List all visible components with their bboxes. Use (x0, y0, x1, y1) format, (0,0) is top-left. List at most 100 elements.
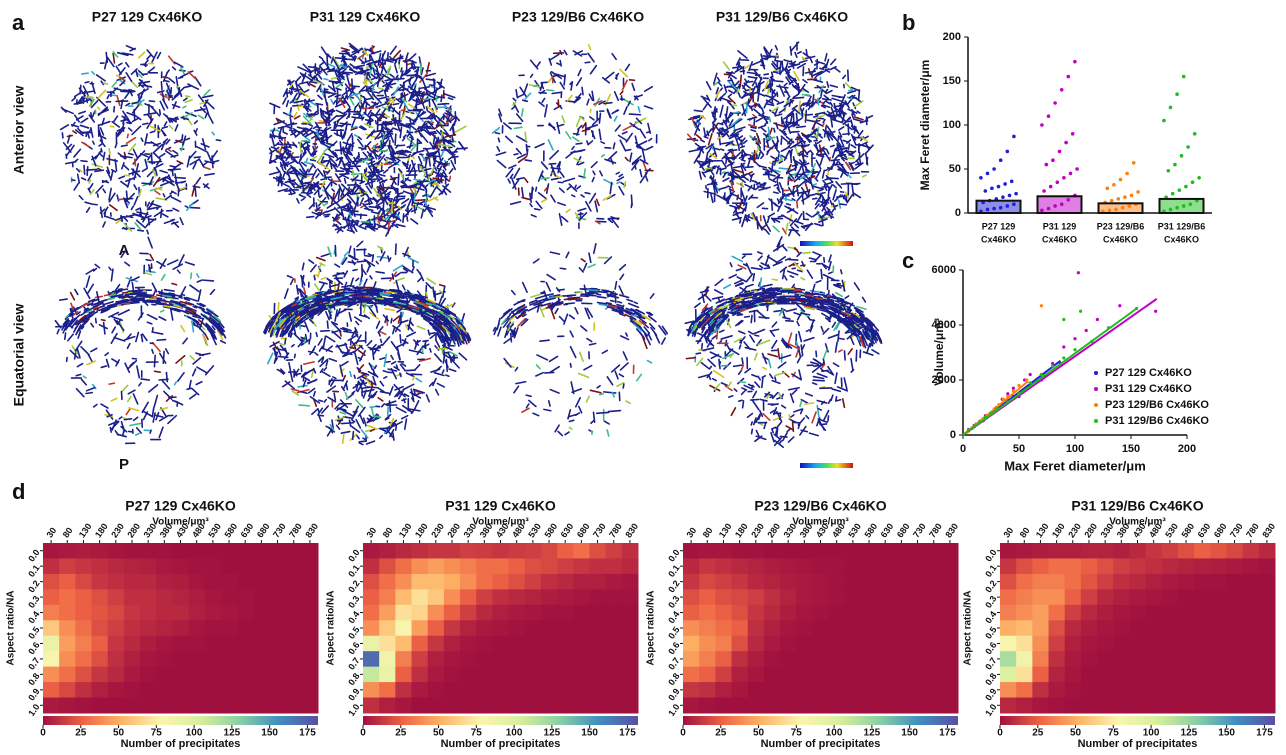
render-stroke (813, 198, 817, 199)
render-stroke (832, 209, 834, 212)
render-stroke (306, 172, 307, 177)
render-stroke (169, 56, 175, 64)
render-stroke (155, 303, 164, 304)
render-stroke (604, 392, 616, 393)
render-stroke (61, 125, 69, 130)
render-stroke (384, 355, 386, 367)
render-stroke (547, 90, 554, 91)
render-stroke (309, 260, 314, 263)
render-stroke (303, 122, 308, 123)
render-stroke (645, 87, 653, 92)
render-stroke (154, 164, 163, 168)
render-stroke (537, 365, 540, 369)
render-stroke (306, 335, 307, 340)
render-stroke (352, 420, 355, 422)
render-stroke (195, 187, 196, 196)
render-stroke (291, 279, 294, 284)
render-stroke (87, 98, 88, 102)
render-stroke (577, 186, 580, 189)
render-stroke (139, 383, 141, 386)
render-stroke (88, 133, 90, 138)
render-stroke (169, 78, 175, 83)
render-stroke (444, 352, 450, 353)
render-stroke (131, 206, 133, 209)
render-stroke (588, 264, 595, 267)
render-stroke (607, 430, 609, 436)
render-stroke (645, 106, 653, 109)
render-stroke (327, 143, 334, 145)
render-stroke (441, 95, 442, 101)
render-stroke (374, 146, 375, 149)
render-stroke (205, 113, 207, 117)
render-stroke (347, 199, 350, 202)
render-stroke (112, 291, 118, 292)
render-stroke (402, 416, 408, 419)
render-stroke (514, 386, 519, 393)
render-stroke (332, 189, 334, 191)
render-stroke (290, 173, 302, 174)
render-stroke (436, 96, 437, 102)
render-stroke (304, 362, 314, 364)
render-stroke (427, 395, 430, 402)
render-stroke (135, 159, 136, 165)
render-stroke (574, 185, 576, 189)
render-stroke (832, 120, 842, 123)
render-stroke (497, 147, 499, 151)
render-stroke (377, 321, 380, 328)
render-stroke (363, 390, 374, 392)
render-stroke (632, 84, 634, 91)
render-stroke (190, 285, 199, 291)
render-stroke (765, 95, 771, 97)
render-stroke (178, 270, 180, 273)
render-stroke (344, 331, 353, 332)
render-stroke (75, 93, 80, 96)
render-stroke (164, 391, 172, 399)
render-stroke (413, 377, 415, 380)
render-stroke (613, 143, 614, 149)
render-stroke (650, 294, 653, 298)
render-stroke (128, 397, 131, 402)
render-stroke (357, 436, 359, 439)
render-stroke (292, 345, 294, 347)
render-stroke (356, 278, 359, 280)
render-stroke (369, 161, 374, 163)
render-stroke (340, 412, 345, 414)
render-stroke (352, 118, 355, 127)
render-stroke (409, 350, 418, 352)
render-stroke (359, 106, 360, 109)
render-stroke (102, 320, 105, 321)
render-stroke (445, 305, 453, 307)
render-stroke (542, 98, 544, 102)
render-stroke (144, 113, 155, 115)
render-stroke (97, 75, 106, 81)
render-stroke (99, 153, 102, 157)
render-stroke (590, 117, 594, 120)
render-stroke (398, 174, 399, 185)
render-stroke (402, 187, 407, 188)
render-stroke (531, 215, 536, 217)
render-stroke (437, 383, 444, 387)
render-stroke (179, 297, 182, 298)
render-stroke (402, 364, 406, 367)
render-stroke (149, 385, 158, 392)
render-stroke (617, 177, 623, 180)
render-stroke (753, 115, 756, 117)
render-stroke (514, 154, 518, 155)
render-stroke (591, 66, 597, 74)
render-stroke (497, 160, 505, 167)
render-stroke (196, 353, 203, 355)
render-stroke (417, 326, 424, 329)
render-stroke (383, 183, 384, 189)
render-stroke (99, 122, 110, 126)
render-stroke (184, 86, 191, 87)
render-stroke (393, 104, 398, 105)
render-stroke (401, 109, 405, 110)
render-stroke (287, 101, 289, 107)
render-stroke (630, 153, 632, 161)
render-stroke (154, 355, 155, 366)
render-stroke (81, 161, 87, 162)
render-stroke (316, 203, 317, 209)
render-stroke (515, 127, 522, 128)
render-stroke (369, 198, 374, 199)
render-stroke (319, 57, 322, 59)
